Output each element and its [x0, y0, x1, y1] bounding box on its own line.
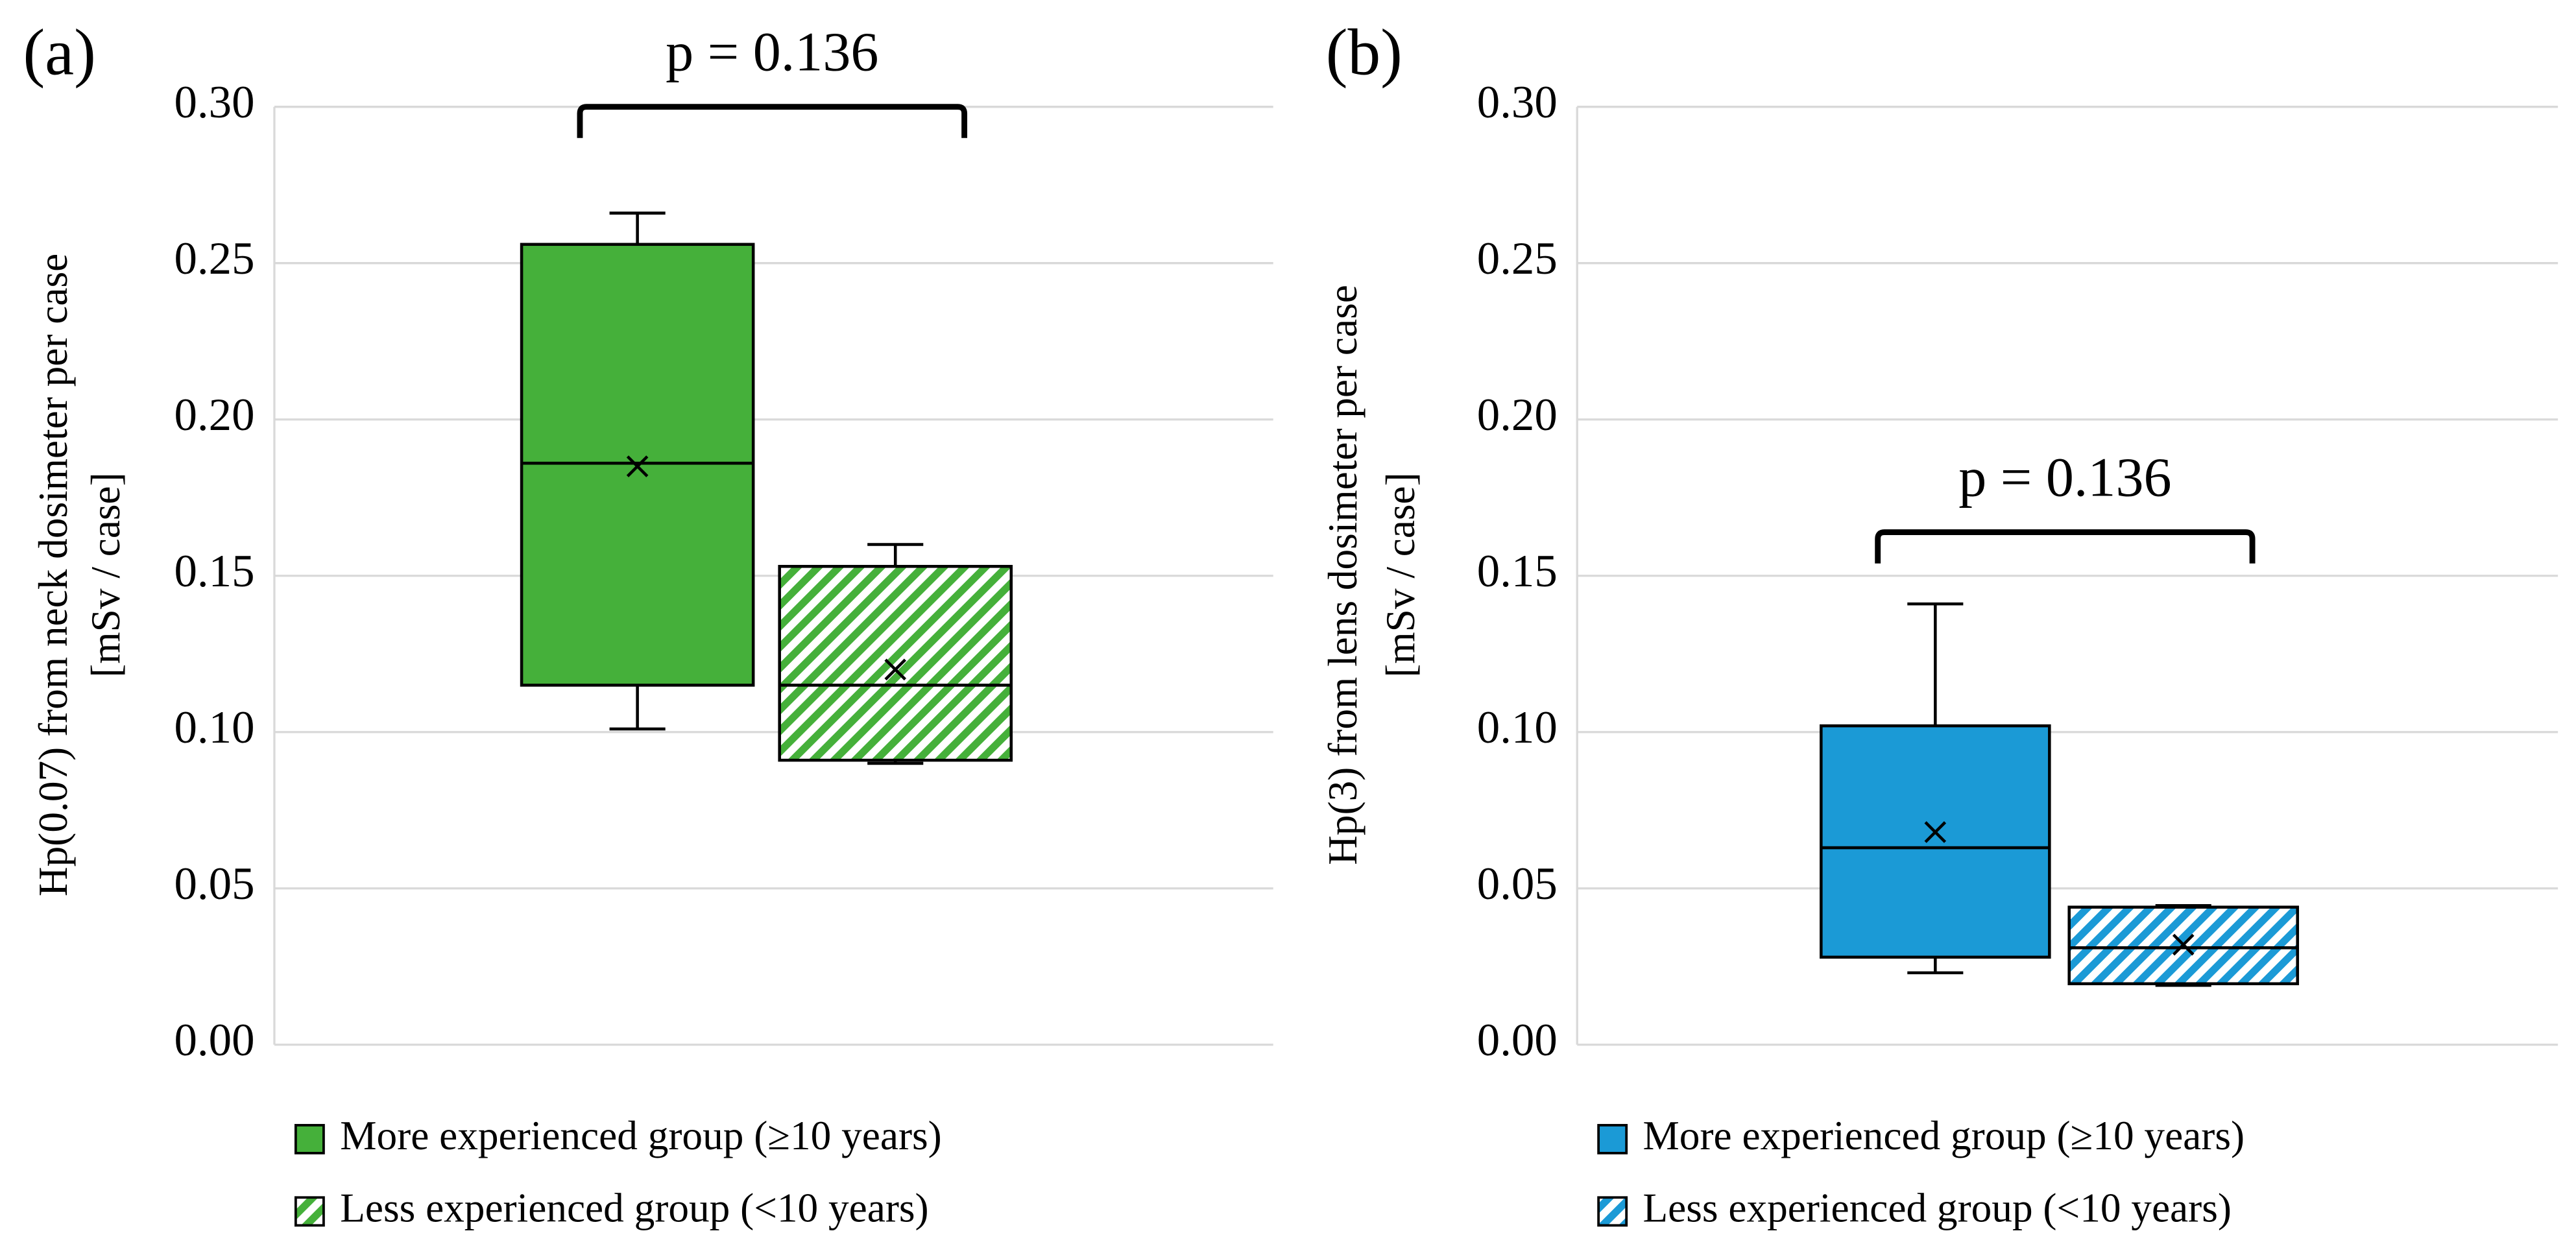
- legend-swatch: [1597, 1196, 1628, 1227]
- y-axis-label: [mSv / case]: [83, 472, 128, 677]
- box: [1820, 724, 2051, 959]
- legend-label: More experienced group (≥10 years): [340, 1113, 942, 1158]
- y-tick-label: 0.00: [1477, 1015, 1558, 1066]
- y-tick-label: 0.15: [1477, 546, 1558, 597]
- y-tick-label: 0.10: [174, 702, 254, 753]
- panel-label: (b): [1326, 16, 1402, 88]
- y-tick-label: 0.15: [174, 546, 254, 597]
- y-axis-label: Hp(0.07) from neck dosimeter per case: [30, 254, 76, 896]
- y-tick-label: 0.00: [174, 1015, 254, 1066]
- mean-marker: [626, 455, 649, 477]
- legend-swatch: [294, 1196, 325, 1227]
- legend-label: More experienced group (≥10 years): [1643, 1113, 2245, 1158]
- y-tick-label: 0.05: [174, 859, 254, 909]
- panel-label: (a): [23, 16, 95, 88]
- y-axis-label: Hp(3) from lens dosimeter per case: [1320, 285, 1366, 865]
- box: [778, 564, 1013, 762]
- y-axis-label: [mSv / case]: [1378, 472, 1423, 677]
- legend-label: Less experienced group (<10 years): [340, 1186, 928, 1231]
- significance-label: p = 0.136: [1958, 446, 2171, 508]
- legend-swatch: [294, 1123, 325, 1154]
- mean-marker: [1924, 821, 1947, 843]
- significance-label: p = 0.136: [666, 20, 878, 82]
- significance-bracket: [1875, 529, 2256, 564]
- legend-swatch: [1597, 1123, 1628, 1154]
- y-tick-label: 0.25: [1477, 233, 1558, 284]
- y-tick-label: 0.30: [174, 77, 254, 128]
- mean-marker: [2172, 933, 2195, 956]
- y-tick-label: 0.10: [1477, 702, 1558, 753]
- mean-marker: [884, 658, 907, 681]
- legend-label: Less experienced group (<10 years): [1643, 1186, 2232, 1231]
- y-tick-label: 0.30: [1477, 77, 1558, 128]
- y-tick-label: 0.20: [1477, 390, 1558, 440]
- significance-bracket: [577, 104, 968, 138]
- y-tick-label: 0.20: [174, 390, 254, 440]
- y-tick-label: 0.25: [174, 233, 254, 284]
- y-tick-label: 0.05: [1477, 859, 1558, 909]
